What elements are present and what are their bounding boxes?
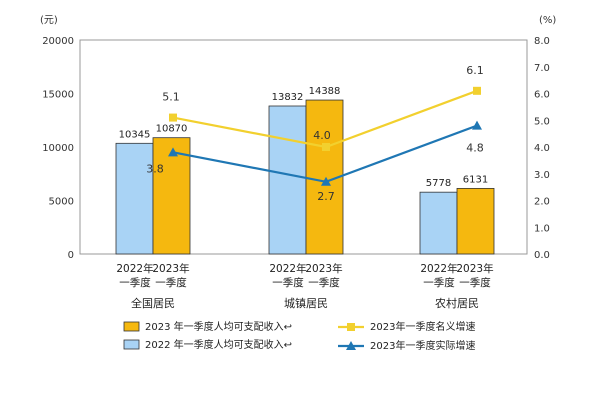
left-tick-label: 20000 [42, 36, 74, 47]
group-label: 全国居民 [131, 296, 175, 310]
bar-value-label: 6131 [463, 174, 488, 185]
right-tick-label: 0.0 [534, 250, 550, 261]
lines: 5.1 4.0 6.1 3.8 2.7 4.8 [146, 64, 484, 203]
line-marker [168, 147, 178, 157]
group-label: 城镇居民 [284, 296, 328, 310]
axes: 20000 15000 10000 5000 0 8.0 7.0 6.0 5.0 4.0 3.0 2.… [42, 36, 550, 261]
bar-quarter-label: 一季度 [423, 276, 455, 289]
right-tick-label: 3.0 [534, 170, 550, 181]
right-tick-label: 1.0 [534, 223, 550, 234]
bar-quarter-label: 一季度 [459, 276, 491, 289]
left-tick-label: 15000 [42, 90, 74, 101]
bar-quarter-label: 一季度 [155, 276, 187, 289]
legend-swatch [123, 321, 140, 332]
bar [115, 142, 154, 255]
left-tick-label: 5000 [49, 197, 74, 208]
right-tick-label: 8.0 [534, 36, 550, 47]
bars: 10345 13832 5778 10870 14388 6131 [115, 86, 495, 255]
bar [419, 191, 458, 255]
bar-value-label: 10870 [156, 124, 188, 135]
line-marker [472, 120, 482, 130]
bar-value-label: 13832 [272, 92, 304, 103]
line-marker [169, 113, 177, 122]
bar-value-label: 14388 [309, 86, 341, 97]
point-value-label: 3.8 [146, 162, 164, 175]
bar-quarter-label: 一季度 [119, 276, 151, 289]
point-value-label: 2.7 [317, 190, 335, 203]
point-value-label: 5.1 [162, 91, 180, 104]
group-label: 农村居民 [435, 296, 479, 310]
line-marker [322, 143, 330, 151]
bar-quarter-label: 一季度 [272, 276, 304, 289]
legend-label: 2022 年一季度人均可支配收入↩ [145, 338, 292, 351]
bar-quarter-label: 一季度 [308, 276, 340, 289]
bar-year-label: 2022年 [116, 262, 153, 275]
right-tick-label: 2.0 [534, 197, 550, 208]
right-tick-label: 7.0 [534, 63, 550, 74]
right-axis-unit: (%) [539, 15, 556, 26]
bar-year-label: 2022年 [269, 262, 306, 275]
right-tick-label: 5.0 [534, 116, 550, 127]
legend-swatch [346, 341, 356, 350]
left-axis-unit: (元) [40, 15, 58, 26]
legend-swatch [347, 323, 355, 331]
legend-label: 2023年一季度实际增速 [370, 339, 475, 352]
left-tick-label: 0 [68, 250, 74, 261]
legend-swatch [123, 339, 140, 350]
legend-label: 2023 年一季度人均可支配收入↩ [145, 320, 292, 333]
bar [268, 105, 307, 255]
bar [152, 137, 191, 255]
legend: 2023 年一季度人均可支配收入↩ 2022 年一季度人均可支配收入↩ 2023年一… [123, 320, 475, 352]
left-tick-label: 10000 [42, 143, 74, 154]
bar-value-label: 10345 [119, 129, 151, 140]
right-tick-label: 4.0 [534, 143, 550, 154]
line-marker [321, 176, 331, 186]
right-tick-label: 6.0 [534, 90, 550, 101]
point-value-label: 4.8 [466, 142, 484, 155]
bar-year-label: 2023年 [456, 262, 493, 275]
point-value-label: 4.0 [313, 129, 331, 142]
bar-year-label: 2023年 [152, 262, 189, 275]
bar-year-label: 2023年 [305, 262, 342, 275]
bar [456, 187, 495, 255]
bar-year-label: 2022年 [420, 262, 457, 275]
line-marker [473, 86, 481, 95]
bar-value-label: 5778 [426, 178, 451, 189]
point-value-label: 6.1 [466, 64, 484, 77]
legend-label: 2023年一季度名义增速 [370, 320, 475, 333]
